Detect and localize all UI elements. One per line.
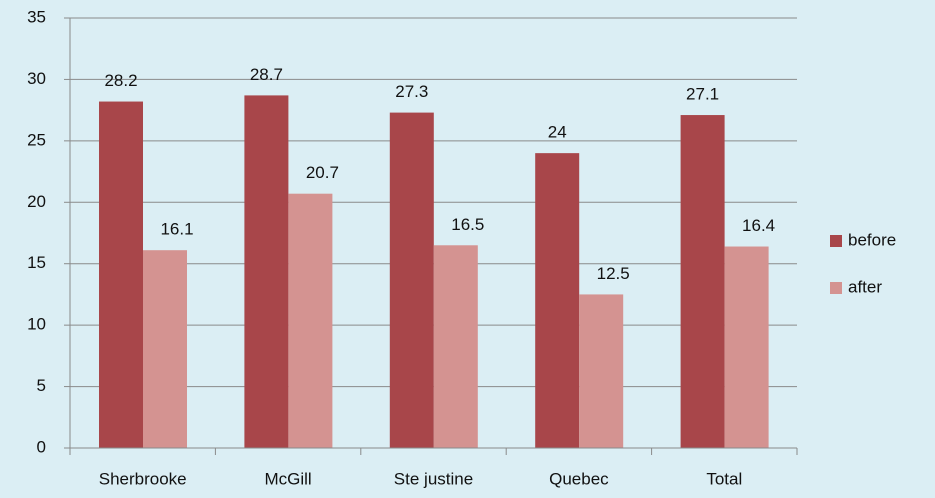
- y-tick-label: 20: [27, 192, 46, 211]
- data-label: 28.2: [104, 71, 137, 90]
- bar: [99, 101, 143, 449]
- y-tick-label: 10: [27, 315, 46, 334]
- data-label: 16.4: [742, 216, 775, 235]
- y-tick-label: 30: [27, 69, 46, 88]
- data-label: 27.3: [395, 82, 428, 101]
- legend-swatch: [830, 282, 842, 294]
- data-label: 16.1: [160, 220, 193, 239]
- bar: [724, 246, 769, 448]
- x-tick-label: Quebec: [549, 469, 609, 488]
- data-label: 12.5: [597, 264, 630, 283]
- bar: [579, 294, 624, 448]
- bar: [680, 115, 725, 449]
- bar: [288, 193, 333, 448]
- y-tick-label: 15: [27, 253, 46, 272]
- data-label: 27.1: [686, 85, 719, 104]
- legend-swatch: [830, 235, 842, 247]
- bar: [433, 245, 478, 448]
- y-tick-label: 5: [37, 376, 46, 395]
- y-tick-label: 35: [27, 7, 46, 26]
- y-tick-label: 0: [37, 437, 46, 456]
- bar: [389, 112, 434, 448]
- bar: [244, 95, 289, 449]
- legend-label: before: [848, 230, 896, 249]
- legend-label: after: [848, 277, 882, 296]
- x-tick-label: Sherbrooke: [99, 469, 187, 488]
- bar: [535, 153, 580, 448]
- y-tick-label: 25: [27, 130, 46, 149]
- data-label: 16.5: [451, 215, 484, 234]
- x-tick-label: McGill: [264, 469, 311, 488]
- x-tick-label: Total: [706, 469, 742, 488]
- bar: [143, 250, 187, 448]
- data-label: 28.7: [250, 65, 283, 84]
- data-label: 24: [548, 123, 567, 142]
- x-tick-label: Ste justine: [394, 469, 473, 488]
- data-label: 20.7: [306, 163, 339, 182]
